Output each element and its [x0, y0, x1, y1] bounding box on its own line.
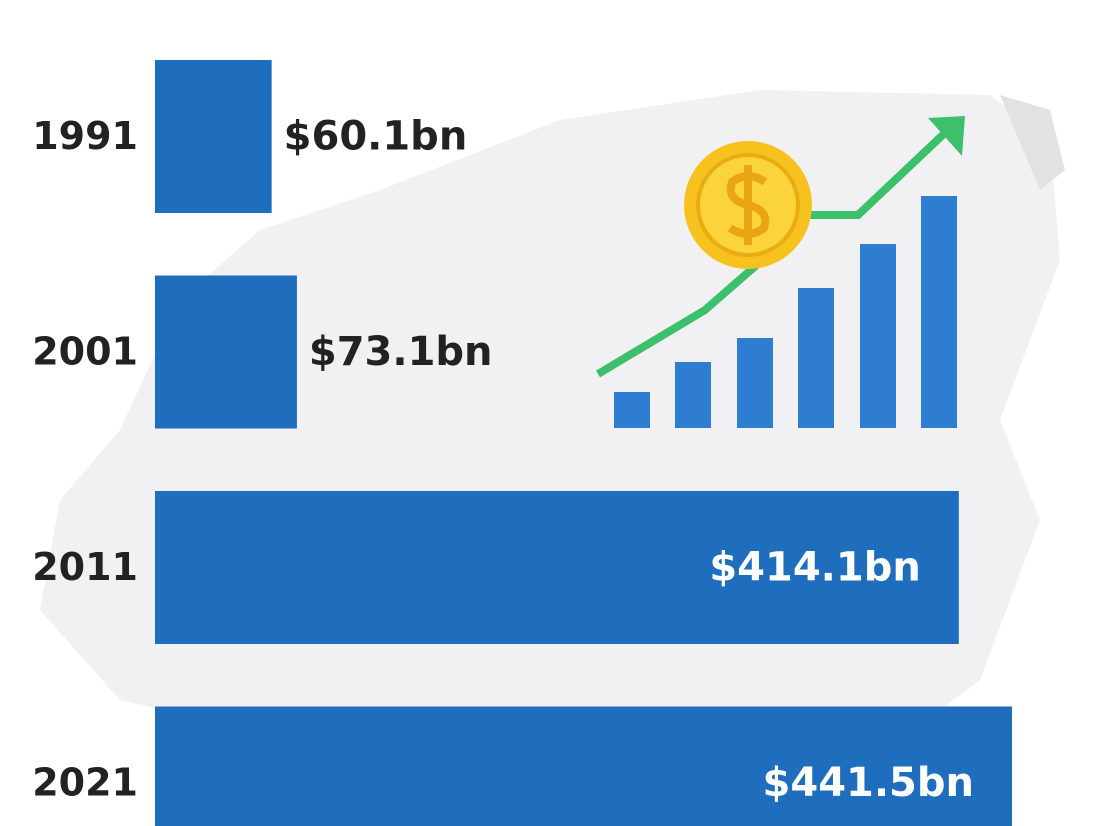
category-label: 1991	[32, 114, 138, 158]
coin-symbol	[726, 165, 770, 245]
bar	[155, 275, 297, 429]
map-detail	[1000, 95, 1065, 190]
icon-bar	[675, 362, 711, 428]
icon-bar	[921, 196, 957, 428]
growth-icon	[595, 116, 965, 428]
icon-bar	[737, 338, 773, 428]
value-label: $414.1bn	[709, 545, 920, 591]
category-label: 2021	[32, 761, 138, 805]
icon-bar	[614, 392, 650, 428]
bar	[155, 60, 272, 213]
icon-bar	[798, 288, 834, 428]
value-label: $73.1bn	[309, 329, 493, 375]
value-label: $441.5bn	[763, 760, 974, 806]
value-label: $60.1bn	[284, 114, 468, 160]
bar	[155, 491, 959, 644]
category-label: 2001	[32, 330, 138, 374]
icon-bar	[860, 244, 896, 428]
bar	[155, 706, 1012, 826]
icon-arrowhead	[928, 116, 965, 156]
category-label: 2011	[32, 545, 138, 589]
